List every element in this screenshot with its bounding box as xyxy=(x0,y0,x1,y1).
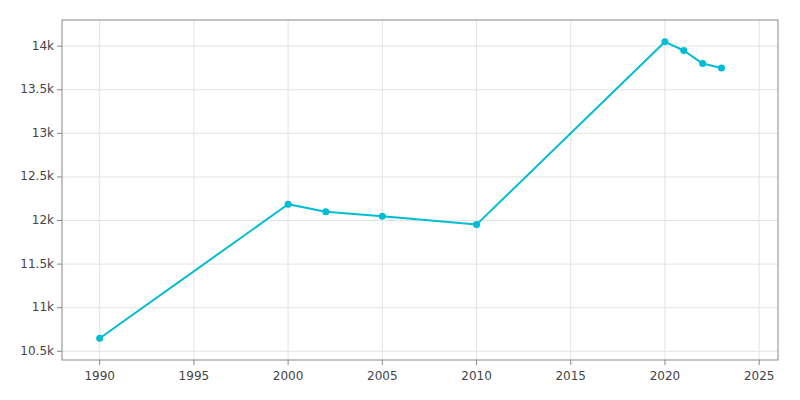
x-tick-label: 2015 xyxy=(555,369,586,383)
y-grid-line xyxy=(62,46,778,47)
x-tick-label: 2010 xyxy=(461,369,492,383)
y-tick xyxy=(57,220,62,221)
y-tick xyxy=(57,264,62,265)
y-tick xyxy=(57,46,62,47)
y-tick-label: 11.5k xyxy=(20,257,54,271)
x-tick xyxy=(99,360,100,365)
x-tick xyxy=(664,360,665,365)
y-tick xyxy=(57,351,62,352)
x-tick-label: 1995 xyxy=(179,369,210,383)
data-point xyxy=(699,60,706,67)
y-tick xyxy=(57,133,62,134)
x-tick-label: 2025 xyxy=(744,369,775,383)
x-tick xyxy=(570,360,571,365)
y-grid-line xyxy=(62,351,778,352)
y-tick-label: 12.5k xyxy=(20,169,54,183)
x-tick xyxy=(288,360,289,365)
data-line xyxy=(100,42,722,338)
y-tick-label: 10.5k xyxy=(20,344,54,358)
chart-container: 10.5k 11k 11.5k 12k 12.5k 13k 13.5k 14k 1990 1995… xyxy=(0,0,800,400)
chart: 10.5k 11k 11.5k 12k 12.5k 13k 13.5k 14k 1990 1995… xyxy=(0,0,800,400)
x-grid-line xyxy=(476,20,477,360)
y-tick xyxy=(57,307,62,308)
plot-area xyxy=(62,20,778,360)
x-tick-label: 2005 xyxy=(367,369,398,383)
x-tick-label: 2020 xyxy=(650,369,681,383)
x-grid-line xyxy=(193,20,194,360)
y-tick xyxy=(57,89,62,90)
data-point xyxy=(680,47,687,54)
y-grid-line xyxy=(62,89,778,90)
x-grid-line xyxy=(570,20,571,360)
data-point xyxy=(285,201,292,208)
data-point xyxy=(661,38,668,45)
grid xyxy=(62,20,778,360)
x-tick xyxy=(759,360,760,365)
x-grid-line xyxy=(664,20,665,360)
x-grid-line xyxy=(288,20,289,360)
data-point xyxy=(473,221,480,228)
plot-frame xyxy=(62,20,778,360)
data-point xyxy=(718,64,725,71)
x-grid-line xyxy=(99,20,100,360)
x-tick-label: 2000 xyxy=(273,369,304,383)
y-tick-label: 11k xyxy=(32,300,54,314)
y-tick-label: 13k xyxy=(32,126,54,140)
y-grid-line xyxy=(62,176,778,177)
y-tick-label: 12k xyxy=(32,213,54,227)
y-grid-line xyxy=(62,307,778,308)
x-grid-line xyxy=(382,20,383,360)
data-point xyxy=(379,213,386,220)
y-tick-label: 14k xyxy=(32,39,54,53)
y-grid-line xyxy=(62,264,778,265)
y-tick-label: 13.5k xyxy=(20,82,54,96)
x-tick xyxy=(382,360,383,365)
x-tick xyxy=(476,360,477,365)
axes: 10.5k 11k 11.5k 12k 12.5k 13k 13.5k 14k 1990 1995… xyxy=(20,39,774,383)
y-tick xyxy=(57,176,62,177)
x-tick xyxy=(193,360,194,365)
data-point xyxy=(96,335,103,342)
data-point xyxy=(322,208,329,215)
x-tick-label: 1990 xyxy=(84,369,115,383)
x-grid-line xyxy=(759,20,760,360)
y-grid-line xyxy=(62,133,778,134)
data-layer xyxy=(96,38,725,341)
